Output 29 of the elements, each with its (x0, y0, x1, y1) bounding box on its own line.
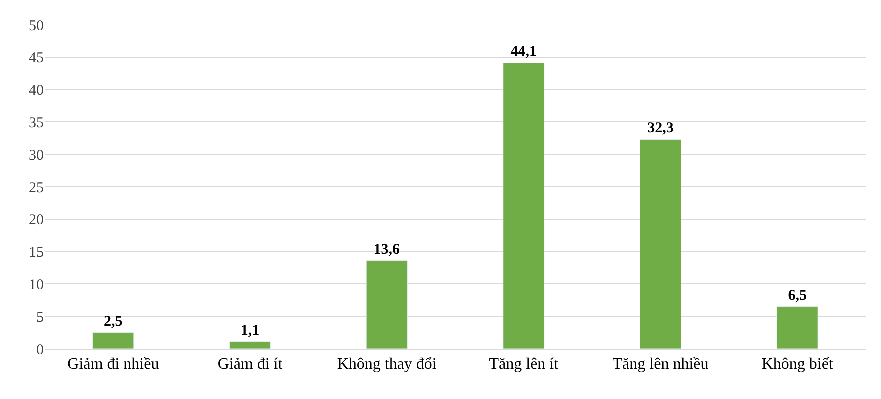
bar (503, 62, 545, 349)
y-tick-label: 50 (29, 18, 44, 34)
data-label: 6,5 (788, 288, 807, 304)
x-tick-label: Tăng lên nhiều (612, 356, 709, 374)
bar (640, 139, 682, 349)
x-tick-label: Tăng lên ít (489, 356, 560, 374)
y-tick-label: 20 (29, 212, 44, 229)
bar (776, 306, 818, 349)
y-tick-label: 40 (29, 83, 44, 100)
data-label: 2,5 (104, 314, 123, 330)
data-label: 1,1 (240, 322, 260, 339)
x-tick-label: Không thay đổi (337, 356, 438, 374)
y-tick-label: 10 (29, 277, 44, 294)
data-label: 44,1 (510, 44, 538, 60)
y-tick-label: 5 (36, 310, 44, 326)
bar (92, 332, 134, 349)
y-tick-label: 30 (29, 148, 44, 164)
bar (229, 342, 272, 349)
data-label: 32,3 (648, 120, 674, 137)
y-tick-label: 0 (36, 342, 44, 358)
y-tick-label: 25 (29, 180, 44, 196)
data-label: 13,6 (374, 242, 400, 258)
x-tick-label: Giảm đi ít (218, 356, 284, 374)
x-tick-label: Không biết (762, 356, 834, 374)
y-tick-label: 35 (29, 115, 44, 132)
bar (366, 260, 408, 349)
y-tick-label: 15 (29, 245, 44, 262)
x-tick-label: Giảm đi nhiều (68, 356, 160, 374)
y-tick-label: 45 (29, 50, 44, 67)
